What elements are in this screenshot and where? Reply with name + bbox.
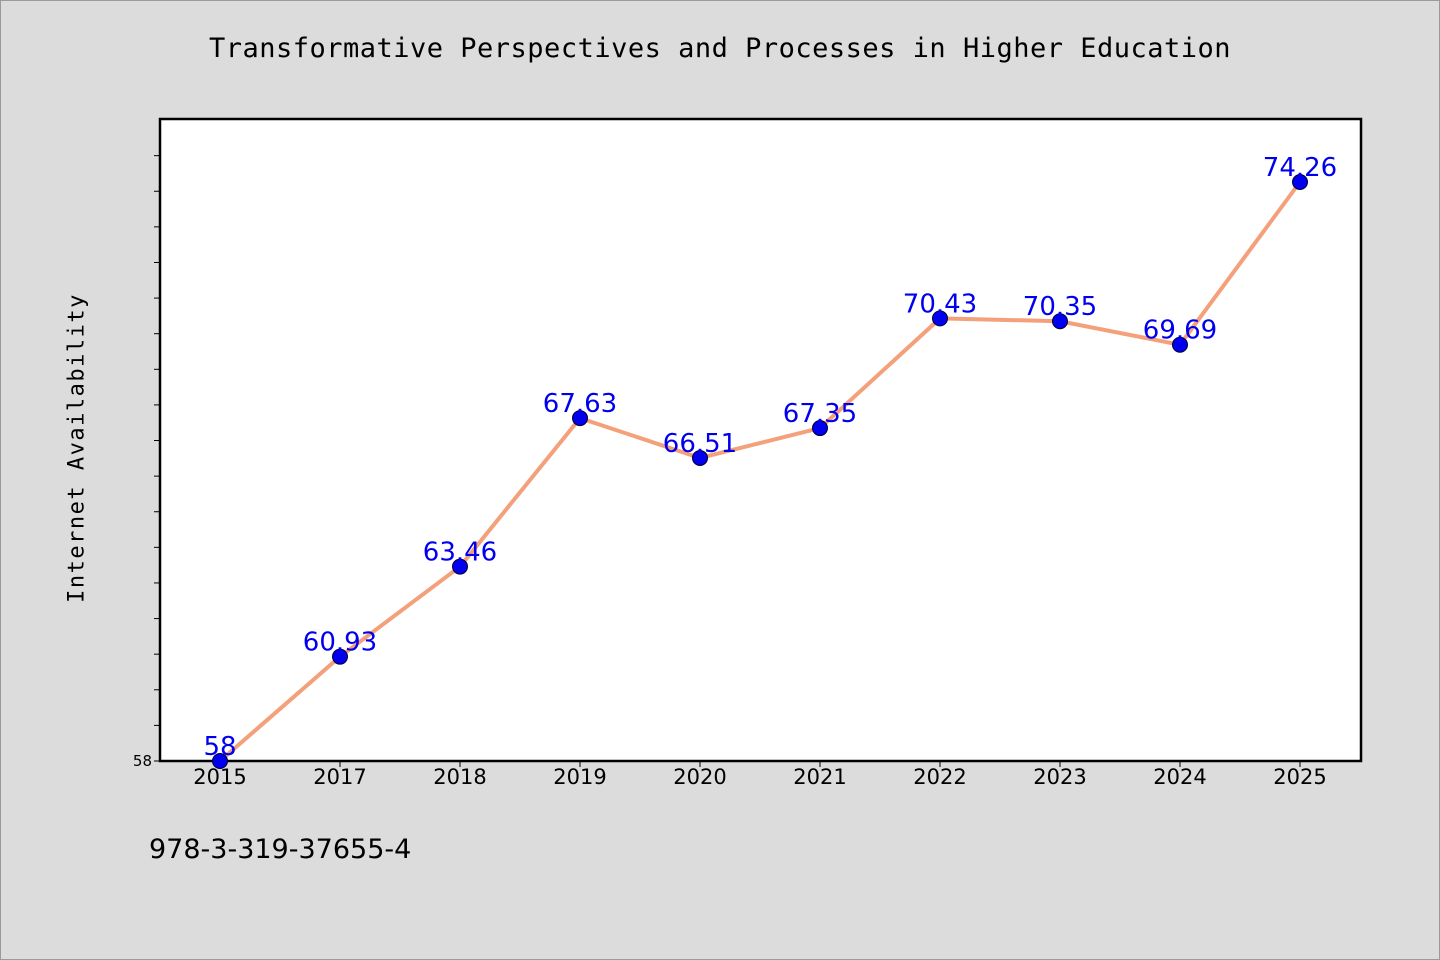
data-label: 70.43: [903, 289, 977, 319]
series-line: [218, 180, 1302, 763]
data-label: 66.51: [663, 429, 737, 459]
data-point: [1052, 313, 1068, 330]
chart-title: Transformative Perspectives and Processe…: [208, 33, 1232, 64]
data-label: 63.46: [423, 538, 497, 568]
x-tick-label: 2024: [1153, 765, 1206, 789]
data-point: [932, 310, 948, 327]
x-tick-label: 2017: [313, 765, 366, 789]
data-point: [212, 753, 228, 769]
y-minor-ticks: [154, 155, 160, 726]
x-tick-label: 2021: [793, 765, 846, 789]
data-point: [1172, 336, 1188, 353]
isbn-code: 978-3-319-37655-4: [149, 834, 412, 865]
data-label: 67.35: [783, 399, 857, 429]
data-label: 74.26: [1263, 153, 1337, 183]
data-point: [812, 420, 828, 437]
data-point: [1292, 174, 1308, 190]
data-label: 70.35: [1023, 292, 1097, 322]
y-axis-ticks: 58: [133, 752, 160, 770]
x-tick-label: 2023: [1033, 765, 1086, 789]
x-tick-label: 2019: [553, 765, 606, 789]
data-point: [332, 648, 348, 665]
data-label: 67.63: [543, 389, 617, 419]
series-group: [212, 174, 1308, 769]
data-label: 58: [203, 732, 236, 762]
data-label: 69.69: [1143, 316, 1217, 346]
data-label: 60.93: [303, 628, 377, 658]
x-tick-label: 2018: [433, 765, 486, 789]
data-labels: 58 60.93 63.46 67.63 66.51 67.35 70.43 70.35 69.…: [203, 153, 1337, 762]
plot-area: [158, 117, 1363, 763]
data-point: [572, 410, 588, 427]
x-axis-ticks: 2015 2017 2018 2019 2020 2021 2022 2023 2024 2025: [193, 761, 1327, 789]
x-tick-label: 2025: [1273, 765, 1326, 789]
data-point: [692, 449, 708, 466]
x-tick-label: 2022: [913, 765, 966, 789]
y-tick-label: 58: [133, 752, 152, 770]
x-tick-label: 2020: [673, 765, 726, 789]
data-point: [452, 558, 468, 575]
